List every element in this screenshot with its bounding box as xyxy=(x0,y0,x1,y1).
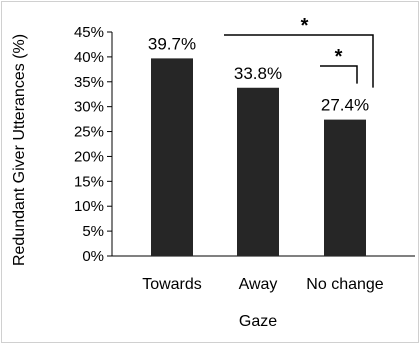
data-label: 33.8% xyxy=(234,64,282,83)
category-label: No change xyxy=(306,276,383,293)
data-labels: 39.7% 33.8% 27.4% xyxy=(148,34,369,114)
significance-star: * xyxy=(301,15,309,37)
y-tick-label: 15% xyxy=(74,173,104,190)
data-label: 27.4% xyxy=(321,96,369,115)
category-labels: Towards Away No change xyxy=(142,276,384,293)
y-tick-label: 45% xyxy=(74,24,104,41)
significance-star: * xyxy=(335,46,343,68)
category-label: Towards xyxy=(142,276,202,293)
y-tick-label: 0% xyxy=(82,248,104,265)
y-tick-label: 40% xyxy=(74,49,104,66)
x-axis-title: Gaze xyxy=(239,313,277,330)
bar xyxy=(324,119,366,256)
category-label: Away xyxy=(239,276,278,293)
y-tick-label: 25% xyxy=(74,124,104,141)
data-label: 39.7% xyxy=(148,34,196,53)
y-axis-ticks: 0% 5% 10% 15% 20% 25% 30% 35% 40% 45% xyxy=(74,24,112,265)
y-tick-label: 10% xyxy=(74,198,104,215)
significance-brackets: ** xyxy=(224,15,374,88)
significance-bracket xyxy=(320,65,358,84)
y-tick-label: 35% xyxy=(74,74,104,91)
y-tick-label: 30% xyxy=(74,99,104,116)
bar xyxy=(151,58,193,257)
y-axis-title: Redundant Giver Utterances (%) xyxy=(11,34,28,266)
y-tick-label: 5% xyxy=(82,223,104,240)
bars xyxy=(151,58,366,257)
significance-bracket xyxy=(224,34,374,88)
bar xyxy=(237,87,279,256)
y-tick-label: 20% xyxy=(74,148,104,165)
